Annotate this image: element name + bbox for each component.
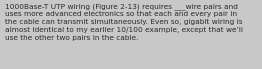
Text: 1000Base-T UTP wiring (Figure 2-13) requires ___wire pairs and
uses more advance: 1000Base-T UTP wiring (Figure 2-13) requ… — [5, 3, 243, 41]
